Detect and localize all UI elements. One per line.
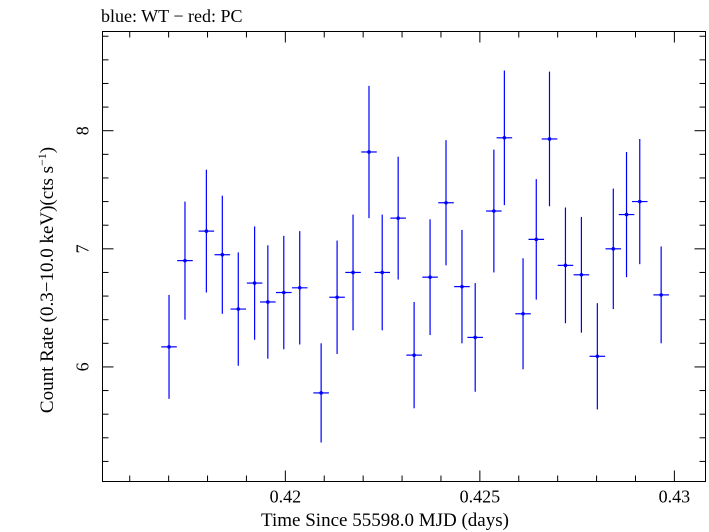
data-point xyxy=(589,303,606,410)
point-marker xyxy=(473,335,477,340)
data-point xyxy=(605,188,622,310)
point-marker xyxy=(534,237,539,242)
data-point xyxy=(454,229,470,344)
data-point xyxy=(528,179,545,300)
point-marker xyxy=(396,216,400,220)
point-marker xyxy=(637,199,642,204)
data-point xyxy=(557,207,574,324)
data-point xyxy=(390,156,406,280)
y-tick-label: 8 xyxy=(73,126,93,135)
point-marker xyxy=(266,300,270,304)
point-marker xyxy=(167,345,171,349)
point-marker xyxy=(335,295,339,300)
data-point xyxy=(422,219,438,336)
data-point xyxy=(573,216,590,333)
data-point xyxy=(214,195,231,314)
x-tick-label: 0.42 xyxy=(270,487,302,507)
point-marker xyxy=(236,307,241,311)
point-marker xyxy=(367,150,371,154)
point-marker xyxy=(659,293,663,297)
x-axis-label: Time Since 55598.0 MJD (days) xyxy=(261,510,509,531)
data-point xyxy=(260,245,276,359)
y-tick-label: 6 xyxy=(73,362,93,371)
point-marker xyxy=(444,200,448,205)
point-marker xyxy=(624,212,629,217)
data-point xyxy=(291,231,308,345)
data-point xyxy=(246,226,263,340)
point-marker xyxy=(281,290,286,295)
x-tick-label: 0.43 xyxy=(659,487,691,507)
data-point xyxy=(230,252,247,366)
x-axis-ticks: 0.42 0.425 0.43 xyxy=(129,31,691,507)
data-point xyxy=(541,71,558,207)
data-point xyxy=(496,70,513,206)
point-marker xyxy=(563,263,568,268)
data-point xyxy=(486,149,502,273)
y-axis-label-superscript: −1 xyxy=(35,153,49,166)
data-point xyxy=(313,343,329,443)
data-point xyxy=(361,85,377,219)
y-axis-label-main: Count Rate (0.3−10.0 keV)(cts s xyxy=(37,166,58,413)
data-point xyxy=(653,246,669,344)
point-marker xyxy=(297,285,302,290)
point-marker xyxy=(204,229,209,233)
data-point xyxy=(161,294,177,399)
point-marker xyxy=(252,281,257,285)
point-marker xyxy=(319,391,323,395)
point-marker xyxy=(492,209,496,213)
y-axis-ticks: 6 7 8 xyxy=(73,35,706,462)
point-marker xyxy=(351,270,355,275)
point-marker xyxy=(412,353,416,357)
data-point xyxy=(177,201,193,320)
point-marker xyxy=(428,275,432,279)
data-point xyxy=(345,214,361,331)
data-point xyxy=(374,214,390,331)
point-marker xyxy=(611,247,616,251)
y-axis-label-end: ) xyxy=(37,147,58,153)
point-marker xyxy=(220,252,225,257)
data-point xyxy=(467,283,483,392)
y-axis-label: Count Rate (0.3−10.0 keV)(cts s−1) xyxy=(35,147,58,413)
data-point xyxy=(276,235,292,350)
x-tick-label: 0.425 xyxy=(460,487,501,507)
chart-title: blue: WT − red: PC xyxy=(101,6,242,26)
data-point xyxy=(438,140,454,266)
point-marker xyxy=(579,273,584,277)
point-marker xyxy=(183,258,187,263)
point-marker xyxy=(460,284,464,289)
data-point xyxy=(618,151,635,278)
point-marker xyxy=(380,270,385,275)
point-marker xyxy=(521,311,525,316)
y-tick-label: 7 xyxy=(73,244,93,253)
plot-frame xyxy=(102,31,706,482)
point-marker xyxy=(502,135,507,140)
data-point xyxy=(515,258,531,370)
data-point xyxy=(329,240,345,354)
data-point xyxy=(198,169,215,293)
point-marker xyxy=(595,354,600,359)
point-marker xyxy=(547,137,552,141)
data-points xyxy=(161,70,669,443)
data-point xyxy=(631,138,648,265)
data-point xyxy=(406,301,422,409)
